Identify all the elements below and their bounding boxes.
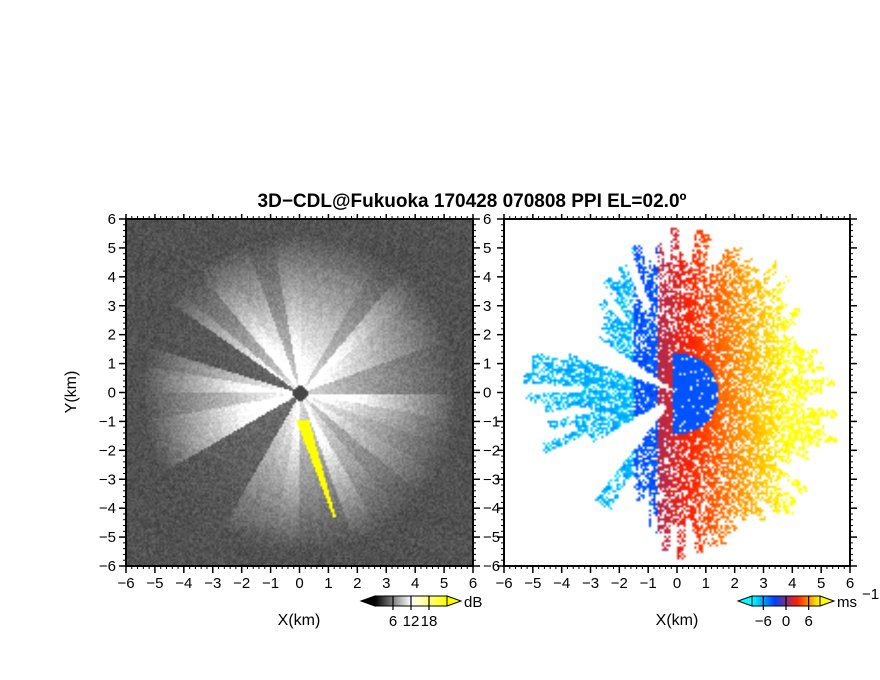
reflectivity-colorbar-low-arrow [359, 595, 376, 607]
reflectivity-xtick-label: −2 [233, 575, 250, 592]
reflectivity-ytick-label: −1 [99, 413, 116, 430]
reflectivity-colorbar-high-arrow [446, 595, 463, 607]
reflectivity-colorbar-tick-label: 6 [389, 613, 397, 630]
reflectivity-ytick-label: 2 [108, 327, 116, 344]
reflectivity-ytick-label: 6 [108, 211, 116, 228]
velocity-xlabel: X(km) [656, 612, 699, 629]
reflectivity-ytick-label-right: 3 [483, 298, 491, 315]
reflectivity-ytick-label-right: −1 [483, 413, 500, 430]
velocity-xtick-label: 0 [673, 575, 681, 592]
reflectivity-ytick-label: −3 [99, 471, 116, 488]
reflectivity-xtick-label: 0 [295, 575, 303, 592]
velocity-panel: −6 −5 −4 −3 −2 −1 0 1 2 3 4 5 6 X(km) [495, 214, 857, 629]
reflectivity-xtick-label: 4 [411, 575, 419, 592]
reflectivity-colorbar-tick-label: 18 [421, 613, 438, 630]
reflectivity-ytick-label: −4 [99, 500, 116, 517]
reflectivity-colorbar: 6 12 18 dB [359, 594, 482, 630]
velocity-xtick-label: 2 [730, 575, 738, 592]
velocity-image [504, 219, 850, 566]
reflectivity-xtick-label: 5 [440, 575, 448, 592]
velocity-axes: −6 −5 −4 −3 −2 −1 0 1 2 3 4 5 6 [495, 214, 857, 592]
velocity-xtick-label: −3 [582, 575, 599, 592]
reflectivity-xtick-label: 1 [324, 575, 332, 592]
velocity-colorbar-tick-label: 0 [782, 613, 790, 630]
reflectivity-ytick-label: 0 [108, 385, 116, 402]
velocity-xtick-label: −6 [495, 575, 512, 592]
reflectivity-xtick-label: −3 [204, 575, 221, 592]
velocity-colorbar-unit: ms [837, 594, 857, 611]
reflectivity-ylabel: Y(km) [63, 371, 80, 414]
reflectivity-xtick-label: −6 [117, 575, 134, 592]
reflectivity-ytick-label-right: −4 [483, 500, 500, 517]
velocity-xtick-label: 6 [846, 575, 854, 592]
velocity-colorbar-tick-label: −6 [755, 613, 772, 630]
velocity-colorbar-tick-label: 6 [804, 613, 812, 630]
reflectivity-ytick-label-right: 2 [483, 327, 491, 344]
reflectivity-xtick-label: 2 [353, 575, 361, 592]
reflectivity-ytick-label: −5 [99, 529, 116, 546]
reflectivity-panel: −6 −5 −4 −3 −2 −1 0 1 2 3 4 5 6−6 −6−5 −5−4 −4−3 −3−2 −2−… [63, 211, 500, 629]
reflectivity-xtick-label: 3 [382, 575, 390, 592]
reflectivity-ytick-label-right: 5 [483, 240, 491, 257]
reflectivity-image [126, 219, 473, 566]
reflectivity-ytick-label-right: 4 [483, 269, 491, 286]
figure-title: 3D−CDL@Fukuoka 170428 070808 PPI EL=02.0… [258, 191, 687, 212]
reflectivity-xtick-label: 6 [469, 575, 477, 592]
reflectivity-ytick-label-right: −5 [483, 529, 500, 546]
velocity-xtick-label: −2 [611, 575, 628, 592]
reflectivity-ytick-label-right: 1 [483, 356, 491, 373]
reflectivity-ytick-label: 3 [108, 298, 116, 315]
reflectivity-colorbar-tick-label: 12 [403, 613, 420, 630]
reflectivity-colorbar-unit: dB [464, 594, 482, 611]
reflectivity-xtick-label: −1 [262, 575, 279, 592]
velocity-xtick-label: 5 [817, 575, 825, 592]
velocity-colorbar-high-arrow [819, 595, 836, 607]
reflectivity-xlabel: X(km) [278, 612, 321, 629]
reflectivity-ytick-label: 4 [108, 269, 116, 286]
velocity-xtick-label: 4 [788, 575, 796, 592]
reflectivity-ytick-label-right: −2 [483, 442, 500, 459]
velocity-xtick-label: −1 [640, 575, 657, 592]
reflectivity-ytick-label: 5 [108, 240, 116, 257]
reflectivity-axes: −6 −5 −4 −3 −2 −1 0 1 2 3 4 5 6−6 −6−5 −5−4 −4−3 −3−2 −2−… [99, 211, 500, 592]
reflectivity-ytick-label: −2 [99, 442, 116, 459]
reflectivity-ytick-label-right: 0 [483, 385, 491, 402]
velocity-xtick-label: 3 [759, 575, 767, 592]
reflectivity-xtick-label: −5 [146, 575, 163, 592]
velocity-xtick-label: −5 [524, 575, 541, 592]
reflectivity-ytick-label: 1 [108, 356, 116, 373]
reflectivity-ytick-label-right: −6 [483, 558, 500, 575]
velocity-xtick-label: 1 [702, 575, 710, 592]
reflectivity-ytick-label-right: 6 [483, 211, 491, 228]
velocity-colorbar-low-arrow [736, 595, 753, 607]
velocity-colorbar-unit-exponent: −1 [862, 586, 879, 603]
velocity-colorbar: −6 0 6 ms −1 [736, 586, 879, 630]
reflectivity-ytick-label-right: −3 [483, 471, 500, 488]
reflectivity-xtick-label: −4 [175, 575, 192, 592]
velocity-xtick-label: −4 [553, 575, 570, 592]
reflectivity-ytick-label: −6 [99, 558, 116, 575]
